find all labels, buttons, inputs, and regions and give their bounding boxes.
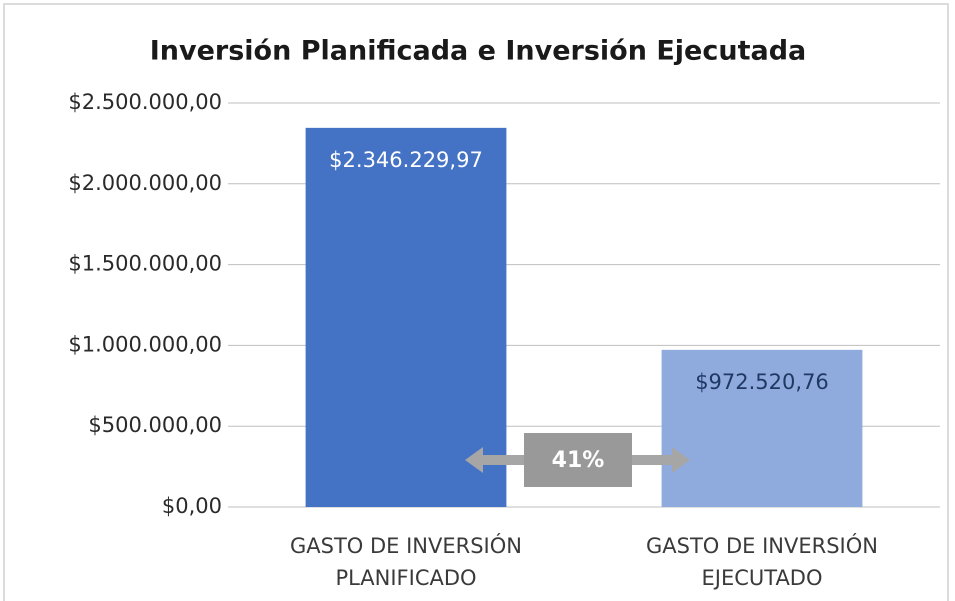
bar xyxy=(661,349,863,507)
y-tick-label: $500.000,00 xyxy=(88,413,222,437)
data-label: $2.346.229,97 xyxy=(329,148,483,172)
x-tick-label: GASTO DE INVERSIÓN PLANIFICADO xyxy=(289,534,522,590)
y-tick-label: $2.500.000,00 xyxy=(68,90,222,114)
bar xyxy=(305,127,507,507)
x-tick-label: GASTO DE INVERSIÓN EJECUTADO xyxy=(645,534,878,590)
annotation-label: 41% xyxy=(552,448,605,473)
chart-title: Inversión Planificada e Inversión Ejecut… xyxy=(150,36,807,67)
y-tick-label: $1.500.000,00 xyxy=(68,252,222,276)
y-tick-label: $0,00 xyxy=(162,494,222,518)
data-label: $972.520,76 xyxy=(695,370,829,394)
y-tick-label: $2.000.000,00 xyxy=(68,171,222,195)
annotation-box xyxy=(524,433,632,487)
y-tick-label: $1.000.000,00 xyxy=(68,332,222,356)
